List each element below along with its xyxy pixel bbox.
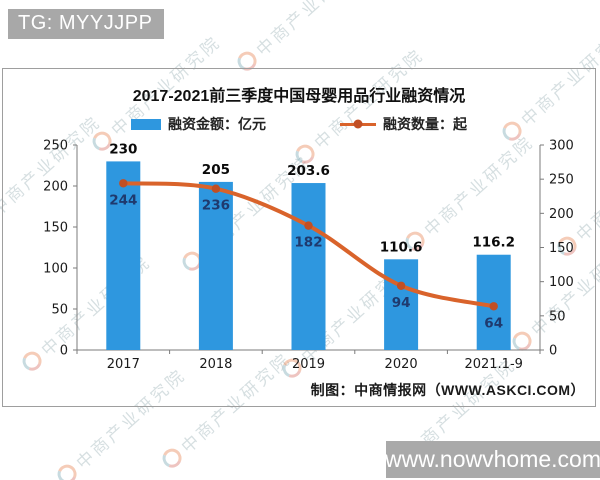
line-marker (489, 302, 498, 311)
watermark-item: 中商产业研究院 (232, 0, 371, 77)
tg-badge: TG: MYYJJPP (8, 9, 165, 39)
chart-legend: 融资金额：亿元 融资数量：起 (3, 114, 595, 134)
y-tick-label-right: 200 (549, 207, 574, 222)
legend-item-amount: 融资金额：亿元 (131, 114, 266, 134)
watermark-logo-icon (54, 461, 80, 480)
line-value-label: 182 (294, 235, 322, 251)
y-tick-label-right: 300 (549, 139, 574, 154)
y-tick-label-right: 150 (549, 241, 574, 256)
x-tick-label: 2019 (292, 357, 325, 372)
y-tick-label-left: 100 (43, 262, 68, 277)
bar-2019 (291, 183, 326, 350)
y-tick-label-left: 200 (43, 180, 68, 195)
bar-2017 (106, 161, 141, 350)
line-value-label: 236 (202, 198, 230, 214)
line-series-swatch-icon (340, 119, 376, 129)
line-value-label: 244 (109, 192, 137, 208)
line-value-label: 64 (484, 315, 503, 331)
bar-series-swatch-icon (131, 118, 161, 130)
site-badge: www.nowvhome.com (385, 441, 600, 478)
line-marker (304, 221, 313, 230)
y-tick-label-left: 0 (60, 344, 68, 359)
line-marker (119, 179, 128, 188)
legend-item-count: 融资数量：起 (340, 114, 467, 134)
y-tick-label-right: 100 (549, 275, 574, 290)
y-tick-label-left: 50 (51, 303, 68, 318)
watermark-text: 中商产业研究院 (252, 0, 370, 60)
bar-value-label: 205 (202, 162, 230, 178)
line-marker (396, 281, 406, 290)
bar-value-label: 110.6 (380, 239, 423, 255)
legend-label-count: 融资数量：起 (383, 116, 467, 132)
bar-value-label: 230 (109, 141, 137, 157)
line-marker-swatch-icon (353, 119, 363, 129)
x-tick-label: 2021.1-9 (464, 357, 522, 372)
x-tick-label: 2017 (107, 357, 140, 372)
x-tick-label: 2020 (385, 357, 418, 372)
combo-chart: 0 50 100 150 200 250 0 50 100 150 200 250 300 2017 201… (43, 139, 574, 373)
x-tick-label: 2018 (199, 357, 232, 372)
y-tick-label-right: 50 (549, 309, 566, 324)
chart-panel: 2017-2021前三季度中国母婴用品行业融资情况 融资金额：亿元 融资数量：起… (2, 68, 596, 407)
legend-label-amount: 融资金额：亿元 (168, 116, 266, 132)
bar-value-label: 116.2 (472, 235, 515, 251)
line-marker (211, 184, 221, 193)
y-tick-label-left: 250 (43, 139, 68, 154)
chart-title: 2017-2021前三季度中国母婴用品行业融资情况 (132, 88, 466, 105)
y-tick-label-left: 150 (43, 221, 68, 236)
watermark-logo-icon (159, 445, 185, 471)
y-tick-label-right: 0 (549, 344, 557, 359)
bar-value-label: 203.6 (287, 163, 330, 179)
bar-2020 (384, 259, 419, 350)
y-tick-label-right: 250 (549, 173, 574, 188)
bar-2018 (198, 181, 233, 350)
footnote-credit: 制图：中商情报网（WWW.ASKCI.COM） (310, 382, 585, 398)
line-value-label: 94 (392, 295, 411, 311)
